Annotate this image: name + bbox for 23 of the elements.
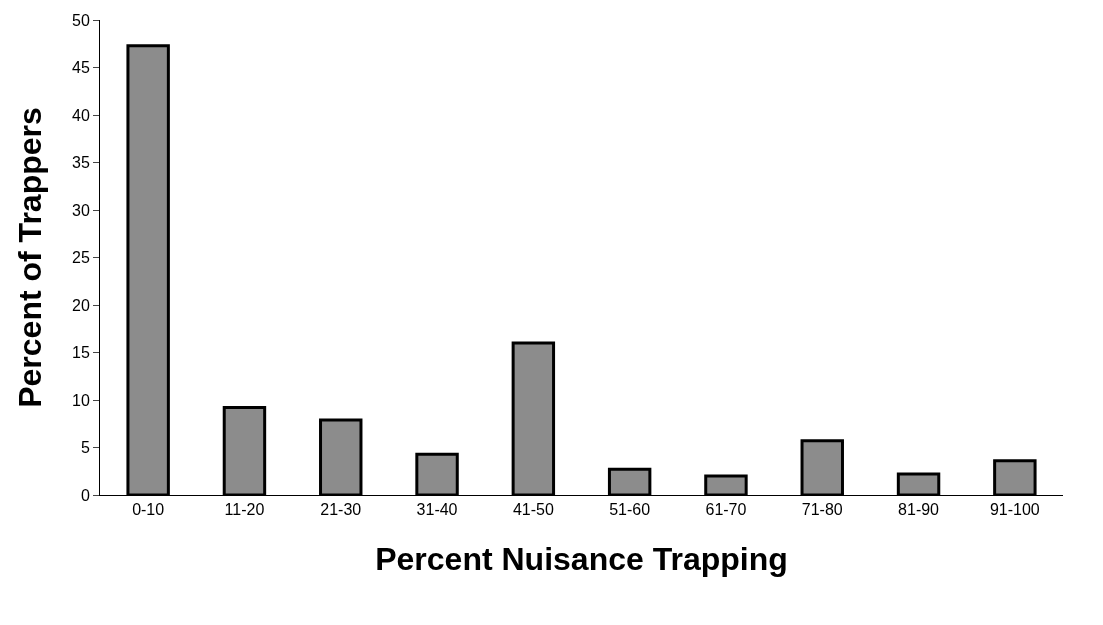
x-tick-label: 11-20 [224, 501, 265, 519]
y-tick-label: 15 [72, 344, 90, 362]
y-tick-label: 20 [72, 296, 90, 314]
y-tick-label: 35 [72, 154, 90, 172]
x-tick-label: 81-90 [898, 501, 940, 519]
y-tick-label: 5 [80, 439, 90, 457]
y-tick-label: 10 [72, 391, 90, 409]
x-tick-label: 41-50 [512, 501, 554, 519]
x-tick-label: 71-80 [801, 501, 843, 519]
x-tick-label: 0-10 [132, 501, 165, 519]
y-tick-label: 45 [72, 59, 90, 77]
x-tick-label: 31-40 [416, 501, 458, 519]
y-tick-label: 0 [80, 486, 90, 504]
x-tick-label: 91-100 [989, 501, 1040, 519]
x-tick-label: 51-60 [609, 501, 651, 519]
x-tick-label: 21-30 [320, 501, 362, 519]
y-tick-label: 30 [72, 201, 90, 219]
y-tick-label: 25 [72, 249, 90, 267]
x-tick-label: 61-70 [705, 501, 747, 519]
y-tick-label: 40 [72, 106, 90, 124]
y-tick-label: 50 [72, 11, 90, 29]
y-axis-title: Percent of Trappers [12, 107, 49, 408]
x-axis-title: Percent Nuisance Trapping [375, 541, 788, 578]
